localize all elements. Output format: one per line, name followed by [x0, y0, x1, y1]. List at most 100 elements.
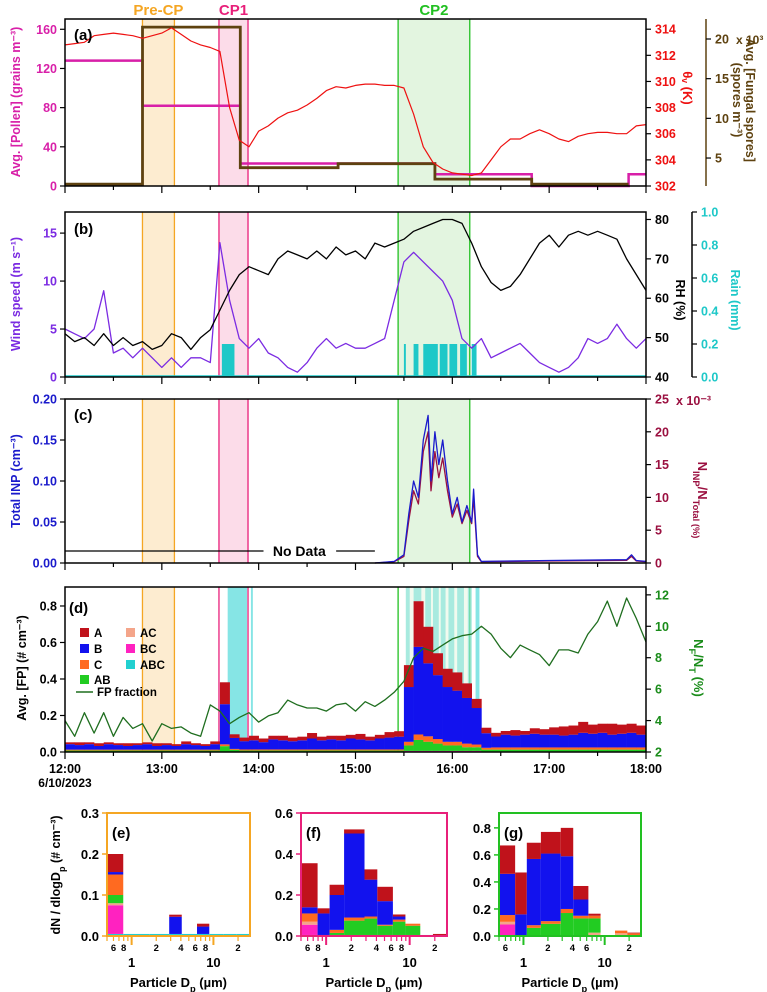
size-bin-bar-AB [405, 925, 421, 935]
fp-bar-AB [394, 750, 405, 752]
size-bin-bar-AC [107, 903, 124, 906]
fp-bar-AB [529, 749, 540, 752]
tick-label: 0.4 [40, 672, 57, 686]
size-bin-bar-AC [499, 921, 516, 925]
fp-bar-AB [568, 749, 579, 752]
fp-bar-A [103, 742, 114, 745]
size-bin-bar-B [392, 916, 406, 920]
x-tick-label: 8 [399, 943, 404, 954]
fp-bar-A [200, 744, 211, 746]
label-part: Particle D [325, 975, 385, 990]
size-bin-bar-BC [301, 924, 318, 935]
wind-axis-title: Wind speed (m s⁻¹) [9, 237, 23, 351]
tick-label: 310 [655, 75, 676, 89]
fp-bar-C [403, 741, 414, 746]
tick-label: 10 [43, 275, 57, 289]
fp-bar-AB [471, 747, 482, 751]
fp-bar-C [597, 747, 608, 750]
fp-bar-B [607, 734, 618, 748]
size-bin-bar-ABC [135, 933, 150, 936]
tick-label: 70 [655, 252, 669, 266]
tick-label: 0.0 [275, 929, 293, 944]
legend-label-AB: AB [94, 675, 111, 687]
label-part: (%) [691, 521, 701, 538]
fp-bar-AB [374, 750, 385, 752]
size-bin-bar-AC [588, 932, 601, 936]
fp-bar-B [462, 697, 472, 744]
fp-bar-B [568, 734, 579, 748]
fp-bar-A [558, 726, 569, 736]
fp-bar-A [219, 682, 230, 705]
fungal-spores-step-line [65, 25, 629, 186]
tick-label: 20 [715, 32, 729, 46]
tick-label: 10 [655, 620, 669, 634]
axis-right [646, 28, 651, 187]
size-bin-bar-AB [344, 920, 365, 935]
axis-right [646, 398, 651, 564]
fp-bar-B [113, 745, 124, 750]
size-bin-bar-C [301, 913, 318, 922]
fp-bar-A [597, 723, 608, 733]
size-bin-bar-AB [573, 918, 589, 936]
fp-bar-B [432, 675, 443, 740]
size-bin-bar-C [560, 908, 574, 914]
period-label-pre-cp: Pre-CP [133, 2, 183, 19]
fp-bar-B [219, 704, 230, 745]
fp-bar-C [239, 749, 250, 751]
abc-band [227, 587, 248, 752]
fp-bar-C [423, 736, 434, 742]
label-part: N [695, 462, 710, 471]
tick-label: 6 [655, 683, 662, 697]
tick-label: 0.00 [33, 557, 57, 571]
x-tick-label: 8 [121, 943, 126, 954]
fp-bar-C [171, 749, 182, 751]
period-shade-pre-cp [142, 212, 175, 377]
tick-label: 0.2 [40, 709, 57, 723]
fp-bar-B [520, 734, 531, 748]
fp-bar-AB [181, 750, 192, 752]
fp-bar-A [452, 672, 463, 691]
label-part: Total [691, 500, 701, 522]
size-bin-bar-ABC [197, 933, 210, 936]
x-tick-label: 4 [178, 943, 184, 954]
tick-label: 314 [655, 23, 676, 37]
fp-bar-C [84, 749, 95, 751]
fp-bar-A [394, 731, 405, 737]
fp-bar-AB [113, 750, 124, 752]
fp-bar-AB [345, 750, 356, 752]
size-axis-title: Particle Dp (µm) [521, 975, 618, 992]
fp-bar-B [626, 732, 637, 748]
fp-bar-C [307, 749, 318, 751]
tick-label: 0.0 [701, 371, 718, 385]
size-bin-bar-B [301, 907, 318, 914]
fp-bar-A [326, 735, 337, 740]
tick-label: 5 [715, 152, 722, 166]
tick-label: 0.8 [701, 239, 718, 253]
fp-bar-C [287, 749, 298, 751]
fp-bar-C [74, 749, 85, 751]
fp-bar-AB [432, 743, 443, 751]
fp-bar-B [597, 732, 608, 748]
fp-bar-A [626, 723, 637, 733]
time-tick-label: 12:00 [49, 762, 81, 776]
size-bin-bar-C [364, 916, 378, 919]
rain-bar [471, 344, 477, 377]
fp-bar-C [123, 749, 134, 751]
axis-right [646, 218, 651, 378]
legend-label-ABC: ABC [140, 660, 165, 672]
fp-bar-C [394, 749, 405, 751]
size-bin-bar-C [377, 924, 393, 926]
ratio-axis-multiplier: x 10⁻³ [676, 394, 711, 408]
fp-bar-C [278, 749, 289, 751]
tick-label: 4 [655, 714, 662, 728]
fp-bar-B [190, 745, 201, 750]
label-part: /N [695, 487, 710, 500]
fp-bar-AB [171, 750, 182, 752]
fp-bar-A [171, 744, 182, 746]
size-bin-bar-ABC [123, 933, 136, 936]
fp-bar-A [142, 742, 153, 745]
tick-label: 0.2 [701, 338, 718, 352]
size-bin-bar-A [515, 872, 527, 915]
size-bin-bar-C [573, 915, 589, 919]
fp-bar-AB [462, 747, 472, 751]
